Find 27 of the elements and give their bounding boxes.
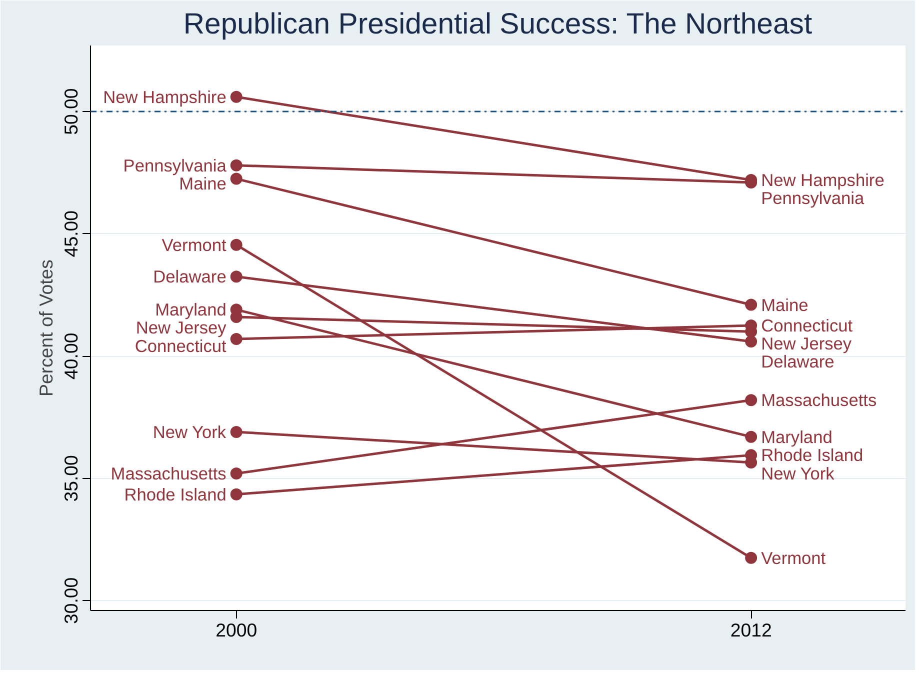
- y-tick-label: 45.00: [60, 210, 82, 258]
- series-label: Maryland: [155, 300, 226, 320]
- x-tick-label: 2000: [216, 620, 258, 640]
- series-label: Delaware: [153, 266, 226, 287]
- series-label: Connecticut: [761, 316, 853, 336]
- series-label: Rhode Island: [124, 484, 226, 504]
- chart-title: Republican Presidential Success: The Northeast: [183, 8, 812, 40]
- x-tick-label: 2012: [730, 620, 772, 640]
- series-label: New Hampshire: [103, 86, 226, 107]
- series-label: Pennsylvania: [123, 155, 227, 176]
- y-tick-label: 35.00: [60, 455, 82, 502]
- y-tick-label: 30.00: [60, 577, 82, 624]
- text: New York: [152, 422, 226, 442]
- text: Maine: [179, 173, 226, 194]
- text: Vermont: [761, 548, 826, 568]
- series-label: Vermont: [162, 234, 227, 255]
- y-axis-title: Percent of Votes: [36, 260, 56, 396]
- y-tick-label: 50.00: [60, 88, 82, 135]
- text: New Hampshire: [761, 170, 884, 190]
- series-label: New York: [761, 463, 835, 484]
- series-label: Massachusetts: [110, 464, 227, 484]
- text: New Jersey: [761, 334, 852, 354]
- text: Delaware: [761, 352, 834, 372]
- text: Massachusetts: [761, 390, 877, 410]
- y-tick-label: 40.00: [60, 332, 82, 380]
- series-label: Maine: [761, 294, 808, 315]
- text: Maryland: [761, 426, 832, 447]
